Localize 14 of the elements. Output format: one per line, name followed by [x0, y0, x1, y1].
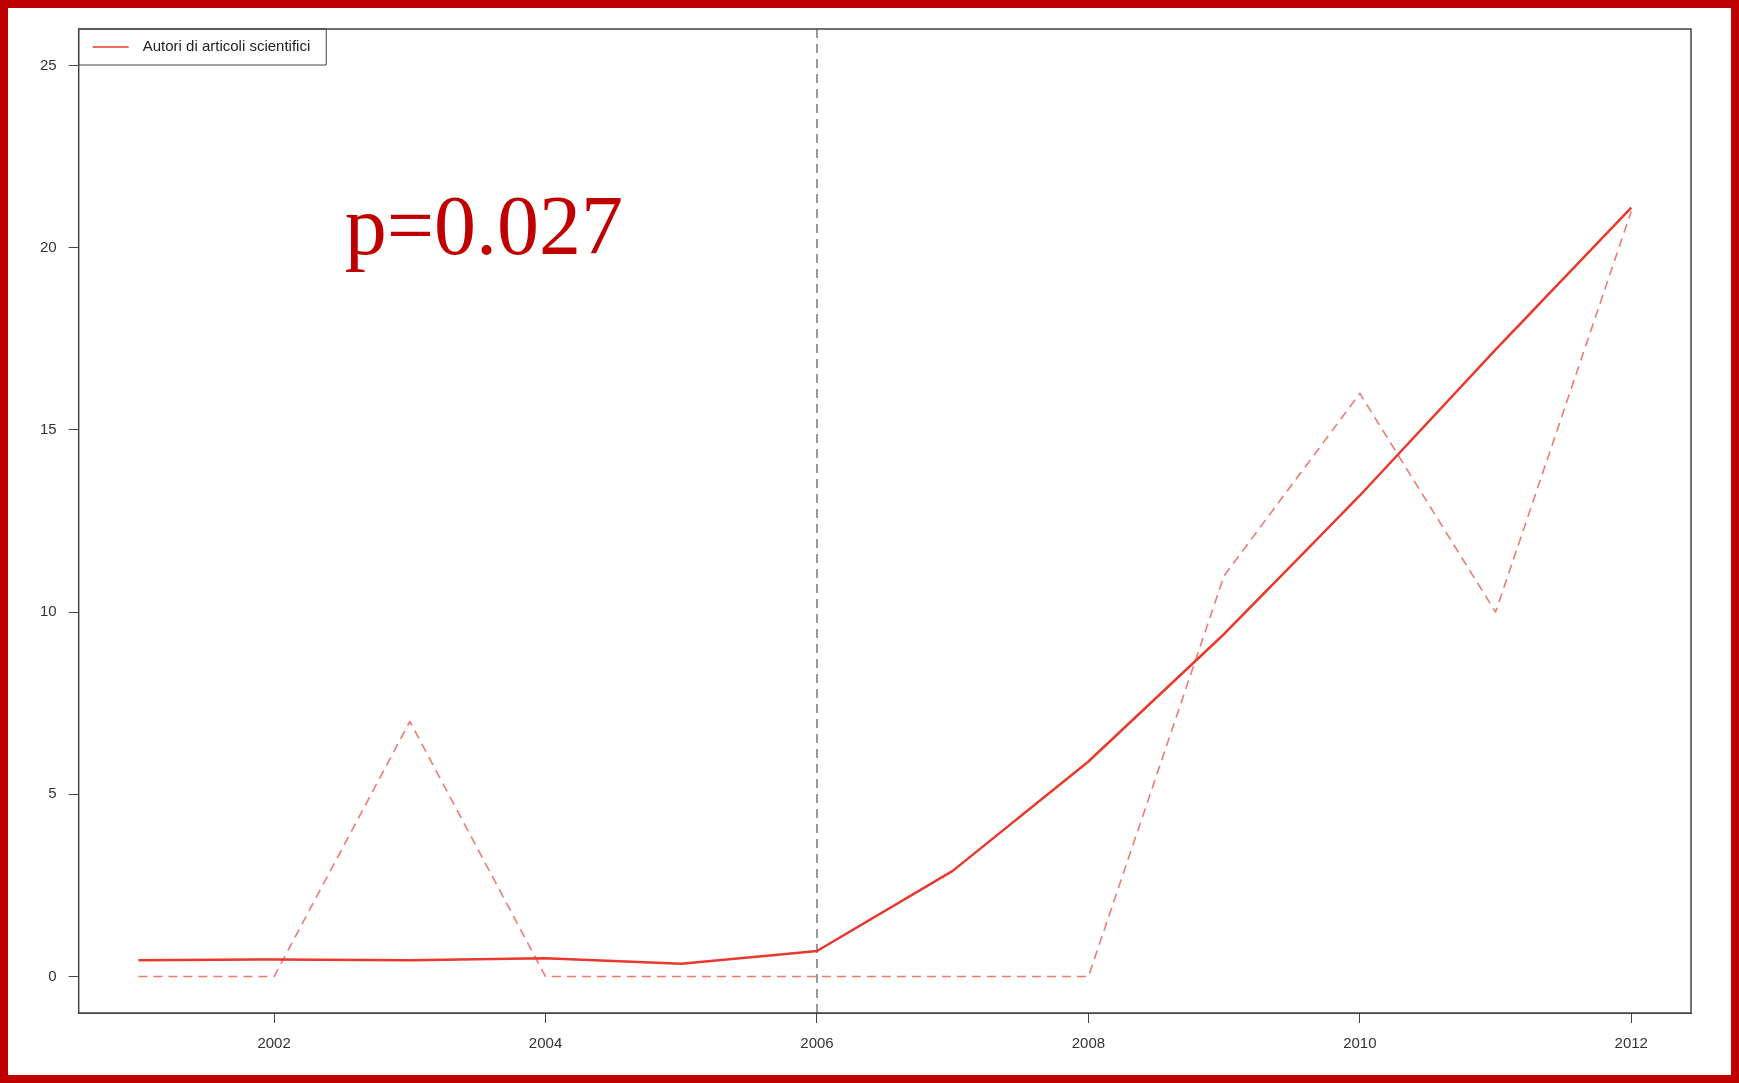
y-tick-label: 0	[48, 966, 57, 984]
y-tick-label: 15	[40, 420, 57, 438]
x-tick-label: 2008	[1071, 1034, 1106, 1052]
x-tick-label: 2002	[257, 1034, 291, 1052]
x-tick-label: 2006	[800, 1034, 834, 1052]
x-tick-label: 2012	[1614, 1034, 1648, 1052]
x-tick-label: 2004	[528, 1034, 563, 1052]
y-tick-label: 5	[48, 784, 57, 802]
y-tick-label: 10	[40, 602, 57, 620]
x-tick-label: 2010	[1343, 1034, 1377, 1052]
y-tick-label: 20	[40, 237, 57, 255]
legend-label: Autori di articoli scientifici	[142, 37, 311, 55]
annotation: p=0.027	[344, 179, 624, 272]
y-tick-label: 25	[40, 55, 57, 73]
